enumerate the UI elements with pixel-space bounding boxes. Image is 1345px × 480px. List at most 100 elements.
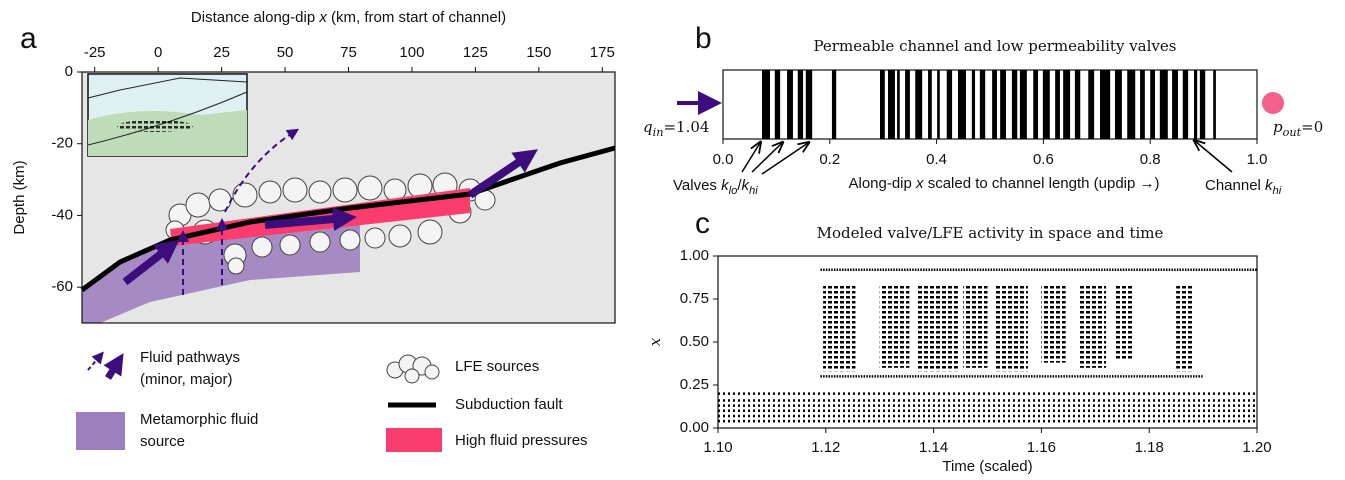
text-part: =0 xyxy=(1301,118,1323,136)
chart-title: Modeled valve/LFE activity in space and … xyxy=(817,224,1164,242)
valve xyxy=(761,70,770,139)
x-tick-label: 1.20 xyxy=(1242,439,1271,456)
valve xyxy=(928,70,932,139)
text-part: hi xyxy=(749,185,758,197)
text-part: =1.04 xyxy=(663,118,709,136)
valve xyxy=(957,70,966,139)
legend-swatch xyxy=(386,428,442,452)
valve xyxy=(1019,70,1027,139)
y-tick-label: -40 xyxy=(51,206,73,223)
activity-burst xyxy=(963,283,988,368)
x-tick-label: 1.18 xyxy=(1135,439,1164,456)
text-part: Channel xyxy=(1205,177,1265,194)
x-tick-label: 1.10 xyxy=(703,439,732,456)
x-tick-label: 0.0 xyxy=(713,151,734,168)
activity-burst xyxy=(879,283,910,368)
valve xyxy=(905,70,910,139)
text-part: lo xyxy=(729,185,738,197)
x-tick-label: 50 xyxy=(277,44,294,61)
panel-label: b xyxy=(695,22,712,55)
y-tick-label: 0 xyxy=(65,63,73,80)
valve xyxy=(1193,70,1198,139)
valve xyxy=(1159,70,1168,139)
legend-label: LFE sources xyxy=(455,358,539,375)
activity-burst xyxy=(917,283,958,372)
activity-burst xyxy=(823,283,856,372)
valve xyxy=(1088,70,1095,139)
valve xyxy=(831,70,837,139)
activity-burst xyxy=(995,283,1028,372)
valve xyxy=(1199,70,1206,139)
valve xyxy=(879,70,885,139)
valve xyxy=(1213,70,1216,139)
valve xyxy=(915,70,923,139)
valve xyxy=(774,70,781,139)
x-axis-label: Along-dip x scaled to channel length (up… xyxy=(848,175,1159,192)
outlet-marker xyxy=(1262,92,1284,114)
text-part: p xyxy=(1273,118,1283,136)
y-tick-label: 0.75 xyxy=(680,290,709,307)
valve xyxy=(992,70,997,139)
valves-label: Valves klo/khi xyxy=(673,177,758,197)
subduction-fault xyxy=(80,145,616,293)
x-axis-label: Distance along-dip x (km, from start of … xyxy=(191,9,506,26)
text-part: Valves xyxy=(673,177,721,194)
fluid-arrows xyxy=(122,128,538,295)
text-part: scaled to channel length (updip →) xyxy=(924,175,1160,192)
x-tick-label: 25 xyxy=(213,44,230,61)
legend-label: (minor, major) xyxy=(140,371,233,388)
text-part: / xyxy=(737,177,742,194)
activity-burst xyxy=(1176,283,1193,372)
text-part: x xyxy=(915,175,924,192)
x-tick-label: 1.16 xyxy=(1027,439,1056,456)
x-tick-label: 1.0 xyxy=(1247,151,1268,168)
y-tick-label: -60 xyxy=(51,278,73,295)
chart-title: Permeable channel and low permeability v… xyxy=(814,37,1177,55)
valve xyxy=(1150,70,1156,139)
text-part: Distance along-dip xyxy=(191,9,319,26)
legend-symbols xyxy=(87,351,440,384)
activity-burst xyxy=(1114,283,1134,360)
y-tick-label: 1.00 xyxy=(680,247,709,264)
text-part: hi xyxy=(1273,185,1282,197)
valve xyxy=(888,70,895,139)
x-tick-label: 125 xyxy=(463,44,488,61)
legend-label: source xyxy=(140,433,185,450)
valve xyxy=(1011,70,1018,139)
y-tick-label: 0.50 xyxy=(680,333,709,350)
activity-burst xyxy=(1079,283,1107,368)
valve xyxy=(979,70,986,139)
legend-label: Metamorphic fluid xyxy=(140,411,258,428)
legend-arrow-minor xyxy=(87,351,104,371)
legend-arrow-major xyxy=(103,353,124,380)
x-tick-label: 100 xyxy=(399,44,424,61)
x-tick-label: 75 xyxy=(340,44,357,61)
x-tick-label: 0.8 xyxy=(1140,151,1161,168)
valve xyxy=(1074,70,1081,139)
valve xyxy=(1000,70,1007,139)
valve xyxy=(1063,70,1071,139)
inlet-label: qin=1.04 xyxy=(643,118,709,139)
x-tick-label: 1.12 xyxy=(811,439,840,456)
y-tick-label: 0.00 xyxy=(680,419,709,436)
cross-section xyxy=(80,71,616,384)
text-part: k xyxy=(1265,177,1274,194)
legend-swatch xyxy=(76,412,125,450)
panel-label: a xyxy=(20,22,37,55)
outlet-label: pout=0 xyxy=(1273,118,1323,139)
valve xyxy=(1042,70,1050,139)
legend-label: Subduction fault xyxy=(455,396,563,413)
valve xyxy=(971,70,976,139)
x-tick-label: 0.6 xyxy=(1033,151,1054,168)
valve xyxy=(1100,70,1111,139)
text-part: (km, from start of channel) xyxy=(327,9,506,26)
valve xyxy=(1055,70,1060,139)
inset-map xyxy=(87,73,248,157)
valve xyxy=(1140,70,1145,139)
panel-label: c xyxy=(695,207,710,240)
valve xyxy=(1172,70,1178,139)
x-tick-label: 1.14 xyxy=(919,439,948,456)
legend-label: Fluid pathways xyxy=(140,349,240,366)
valve xyxy=(787,70,793,139)
